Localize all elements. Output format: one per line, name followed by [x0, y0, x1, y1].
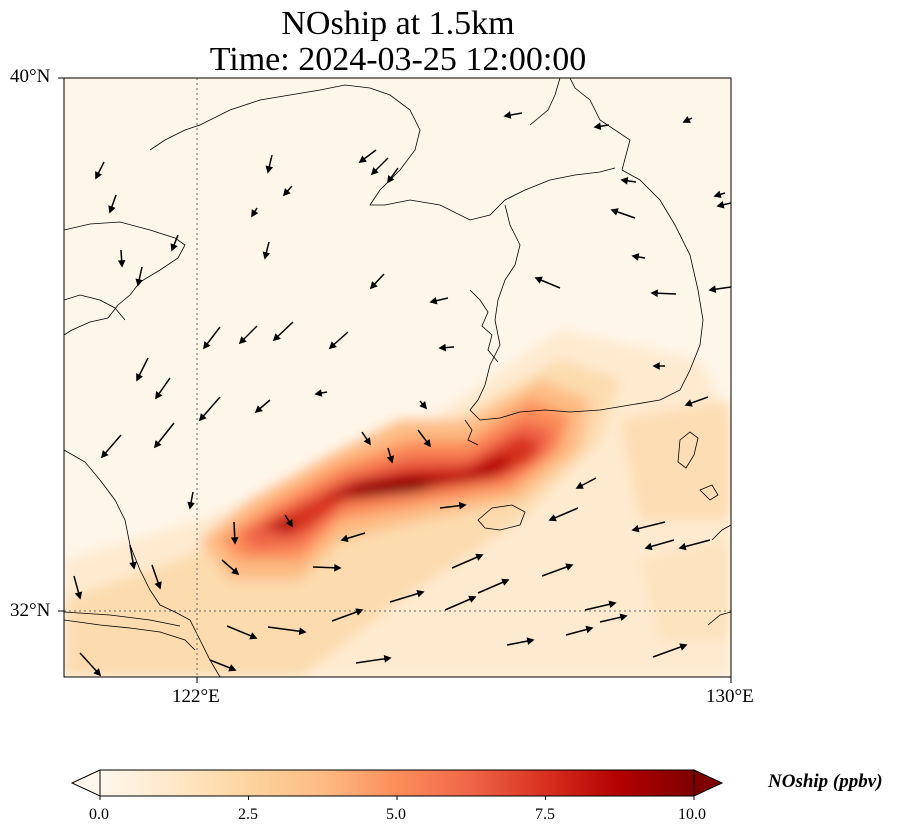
wind-arrowhead	[231, 567, 240, 576]
wind-arrowhead	[475, 553, 484, 561]
wind-arrowhead	[93, 668, 102, 677]
lat-label-40n: 40°N	[10, 66, 51, 87]
wind-arrowhead	[575, 481, 584, 489]
wind-arrowhead	[620, 177, 629, 185]
wind-arrowhead	[650, 289, 658, 298]
lon-label-130e: 130°E	[706, 686, 754, 707]
wind-arrowhead	[170, 243, 178, 252]
wind-arrowhead	[198, 413, 207, 422]
wind-arrowhead	[534, 276, 543, 284]
wind-arrowhead	[272, 333, 281, 342]
wind-arrowhead	[282, 188, 291, 197]
wind-arrow	[652, 644, 687, 658]
wind-arrowhead	[526, 637, 535, 645]
wind-arrowhead	[501, 578, 510, 586]
wind-arrowhead	[100, 450, 109, 459]
wind-arrowhead	[386, 455, 395, 464]
wind-arrowhead	[468, 595, 477, 603]
colorbar-tick-2: 5.0	[386, 806, 406, 823]
colorbar-tick-4: 10.0	[678, 806, 706, 823]
wind-arrowhead	[74, 591, 83, 600]
colorbar-label: NOship (ppbv)	[768, 771, 883, 792]
wind-arrowhead	[423, 439, 431, 448]
wind-arrowhead	[652, 362, 660, 370]
wind-arrowhead	[358, 155, 367, 163]
wind-arrowhead	[370, 167, 379, 176]
wind-arrowhead	[334, 563, 342, 572]
map-title: NOship at 1.5km	[281, 5, 515, 42]
coastlines	[64, 78, 731, 677]
wind-arrowhead	[610, 208, 619, 216]
colorbar-tick-3: 7.5	[535, 806, 555, 823]
wind-arrowhead	[419, 401, 428, 410]
gridlines	[64, 78, 731, 677]
wind-arrowhead	[458, 501, 467, 510]
wind-arrowhead	[355, 608, 364, 616]
wind-arrowhead	[416, 589, 425, 598]
wind-arrowhead	[682, 115, 691, 123]
colorbar-tick-1: 2.5	[238, 806, 258, 823]
wind-arrowhead	[228, 664, 237, 672]
lat-label-32n: 32°N	[10, 600, 51, 621]
wind-arrowhead	[585, 625, 594, 634]
wind-arrowhead	[383, 655, 392, 663]
wind-arrowhead	[108, 205, 116, 214]
map-subtitle: Time: 2024-03-25 12:00:00	[209, 41, 587, 78]
wind-arrowhead	[608, 600, 617, 609]
wind-arrowhead	[631, 524, 640, 533]
wind-arrowhead	[565, 563, 574, 571]
wind-arrowhead	[117, 260, 126, 268]
wind-arrowhead	[262, 251, 271, 260]
wind-arrowhead	[265, 165, 274, 174]
wind-arrowhead	[136, 373, 144, 382]
wind-arrowhead	[631, 253, 640, 261]
wind-arrowhead	[679, 643, 688, 651]
wind-arrowhead	[238, 336, 247, 345]
wind-arrowhead	[713, 190, 722, 199]
lon-label-122e: 122°E	[172, 686, 220, 707]
wind-arrowhead	[644, 542, 653, 551]
wind-arrowhead	[429, 296, 438, 305]
wind-arrowhead	[314, 389, 323, 397]
wind-arrowhead	[619, 613, 628, 622]
wind-arrowhead	[340, 534, 349, 542]
map-frame	[63, 77, 732, 678]
wind-arrowhead	[249, 632, 258, 640]
wind-arrowhead	[298, 627, 307, 636]
wind-arrowhead	[254, 405, 263, 414]
wind-arrowhead	[154, 581, 162, 590]
concentration-field	[64, 330, 731, 677]
wind-arrowhead	[503, 111, 512, 119]
wind-arrowhead	[387, 175, 395, 184]
wind-arrowhead	[153, 440, 162, 449]
wind-arrowhead	[708, 285, 717, 293]
wind-arrowhead	[438, 343, 447, 352]
wind-arrowhead	[187, 501, 195, 510]
map-panel	[64, 78, 731, 677]
wind-arrowhead	[678, 542, 687, 551]
wind-arrowhead	[285, 519, 293, 528]
wind-arrowhead	[328, 341, 337, 350]
wind-arrowhead	[684, 399, 693, 407]
wind-arrowhead	[716, 200, 725, 209]
wind-arrowhead	[203, 341, 211, 350]
colorbar-tick-0: 0.0	[89, 806, 109, 823]
wind-arrowhead	[155, 391, 163, 400]
wind-arrowhead	[129, 561, 137, 570]
wind-arrowhead	[135, 278, 143, 287]
wind-arrowhead	[363, 437, 371, 446]
wind-arrowhead	[230, 537, 239, 545]
wind-arrow	[267, 626, 306, 633]
wind-arrowhead	[593, 122, 602, 130]
wind-arrowhead	[95, 171, 103, 180]
axis-ticks	[58, 77, 732, 683]
wind-arrowhead	[548, 514, 557, 522]
wind-arrowhead	[251, 209, 259, 218]
wind-arrowhead	[369, 281, 378, 290]
colorbar	[70, 769, 724, 800]
wind-vectors	[73, 111, 731, 677]
